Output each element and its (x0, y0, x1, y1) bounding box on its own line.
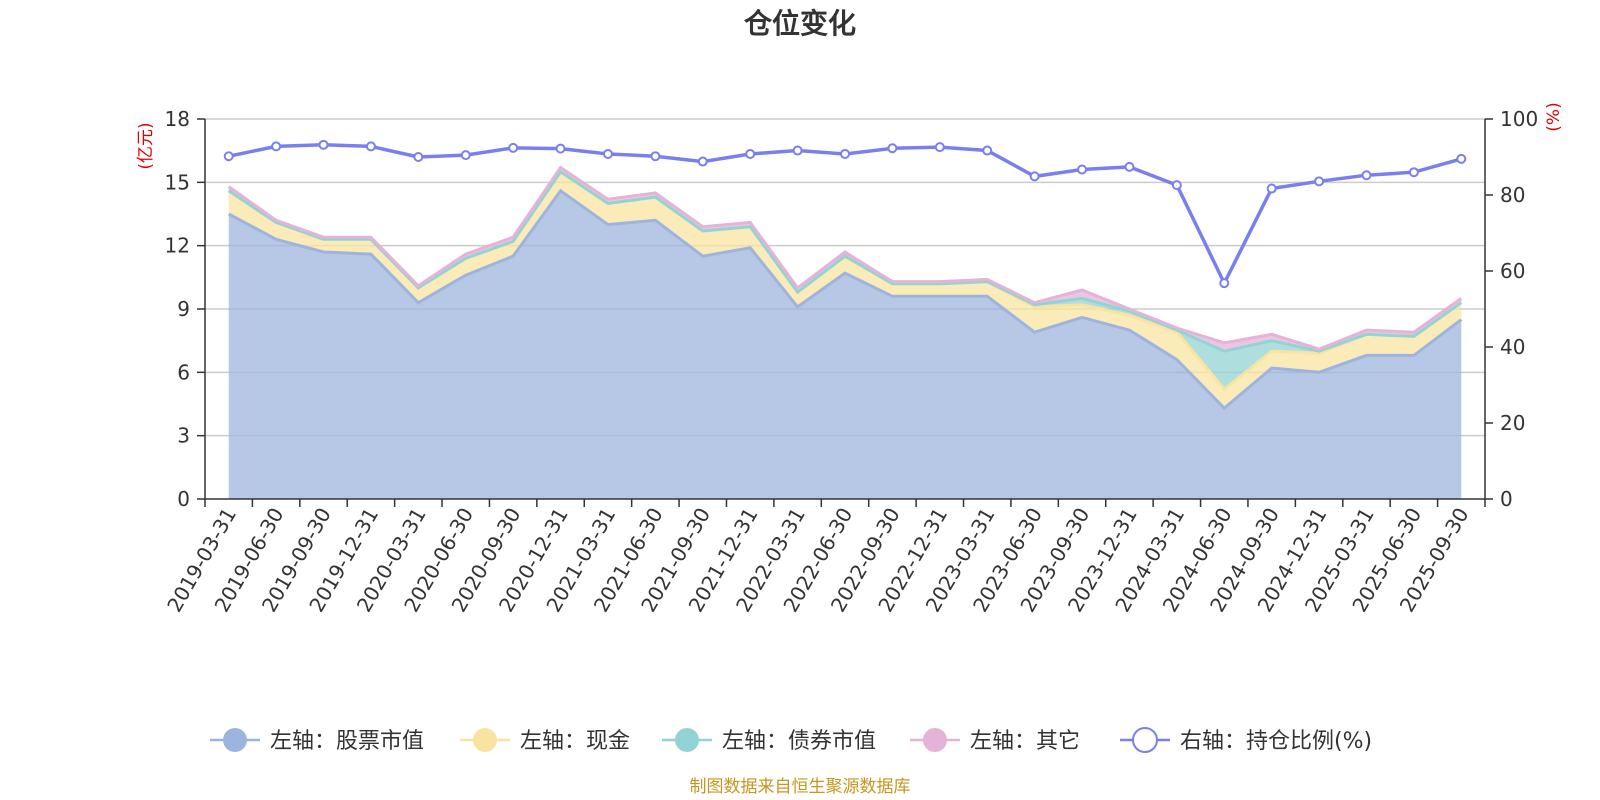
ratio-point (934, 142, 945, 153)
ratio-point (887, 143, 898, 154)
ratio-point (1124, 161, 1135, 172)
ratio-point (1029, 171, 1040, 182)
right-axis-unit: (%) (1544, 102, 1564, 131)
ratio-point (223, 151, 234, 162)
ratio-point (508, 142, 519, 153)
chart-title: 仓位变化 (744, 7, 856, 40)
line-左轴：其它 (227, 165, 1463, 351)
left-tick-label: 18 (165, 107, 190, 131)
legend-marker (1132, 727, 1158, 753)
left-tick-label: 12 (165, 234, 190, 258)
left-tick-label: 0 (177, 487, 190, 511)
left-tick-label: 6 (177, 360, 190, 384)
ratio-point (365, 141, 376, 152)
legend-label: 右轴：持仓比例(%) (1180, 729, 1372, 754)
right-tick-label: 60 (1500, 259, 1525, 283)
ratio-point (602, 148, 613, 159)
ratio-point (555, 143, 566, 154)
ratio-point (413, 152, 424, 162)
ratio-point (982, 145, 993, 156)
legend-label: 左轴：其它 (970, 729, 1080, 754)
legend-marker (923, 728, 947, 752)
area-series (228, 167, 1462, 500)
ratio-point (1314, 176, 1325, 187)
ratio-point (1266, 183, 1277, 194)
ratio-point (318, 139, 329, 150)
legend: 左轴：股票市值 左轴：现金 左轴：债券市值 左轴：其它 右轴：持仓比例(%) (210, 727, 1372, 754)
ratio-point (1077, 164, 1088, 175)
ratio-point (1456, 153, 1467, 164)
left-tick-label: 3 (177, 424, 190, 448)
legend-marker (675, 728, 699, 752)
right-tick-label: 0 (1500, 487, 1513, 511)
legend-marker (473, 728, 497, 752)
legend-label: 左轴：股票市值 (270, 729, 424, 754)
legend-label: 左轴：现金 (520, 729, 630, 754)
ratio-point (840, 148, 850, 159)
right-tick-label: 80 (1500, 183, 1525, 207)
ratio-point (271, 141, 282, 152)
ratio-point (460, 150, 471, 161)
line-series (223, 139, 1467, 411)
ratio-point (1408, 167, 1419, 178)
line-左轴：股票市值 (227, 188, 1463, 411)
right-tick-label: 20 (1500, 411, 1525, 435)
ratio-point (697, 156, 708, 167)
left-axis-unit: (亿元) (136, 122, 156, 169)
legend-label: 左轴：债券市值 (722, 729, 876, 754)
right-tick-label: 100 (1500, 107, 1538, 131)
ratio-point (650, 151, 661, 162)
right-tick-label: 40 (1500, 335, 1525, 359)
area-左轴：股票市值 (228, 190, 1462, 500)
ratio-point (792, 145, 803, 156)
line-左轴：债券市值 (227, 169, 1463, 353)
ratio-point (1219, 278, 1230, 289)
left-tick-label: 9 (177, 297, 190, 321)
left-tick-label: 15 (165, 170, 190, 194)
ratio-point (1361, 170, 1372, 181)
ratio-point (745, 148, 756, 159)
legend-marker (223, 728, 247, 752)
ratio-point (1171, 180, 1182, 191)
data-source-note: 制图数据来自恒生聚源数据库 (690, 777, 911, 797)
